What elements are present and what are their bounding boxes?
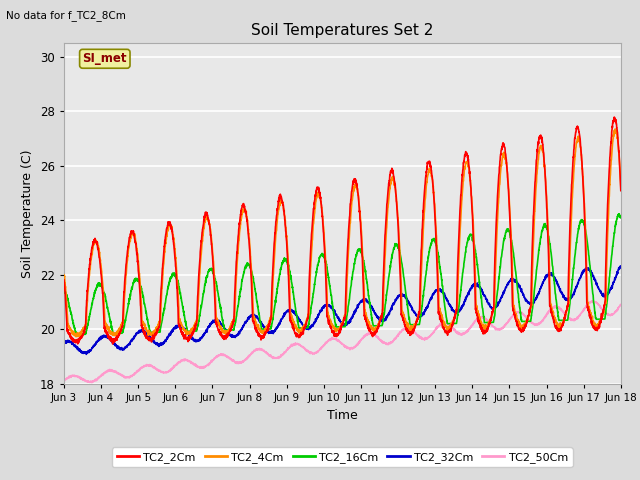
Title: Soil Temperatures Set 2: Soil Temperatures Set 2: [252, 23, 433, 38]
X-axis label: Time: Time: [327, 408, 358, 421]
Legend: TC2_2Cm, TC2_4Cm, TC2_16Cm, TC2_32Cm, TC2_50Cm: TC2_2Cm, TC2_4Cm, TC2_16Cm, TC2_32Cm, TC…: [112, 447, 573, 468]
Text: No data for f_TC2_8Cm: No data for f_TC2_8Cm: [6, 10, 126, 21]
Text: SI_met: SI_met: [83, 52, 127, 65]
Y-axis label: Soil Temperature (C): Soil Temperature (C): [21, 149, 35, 278]
